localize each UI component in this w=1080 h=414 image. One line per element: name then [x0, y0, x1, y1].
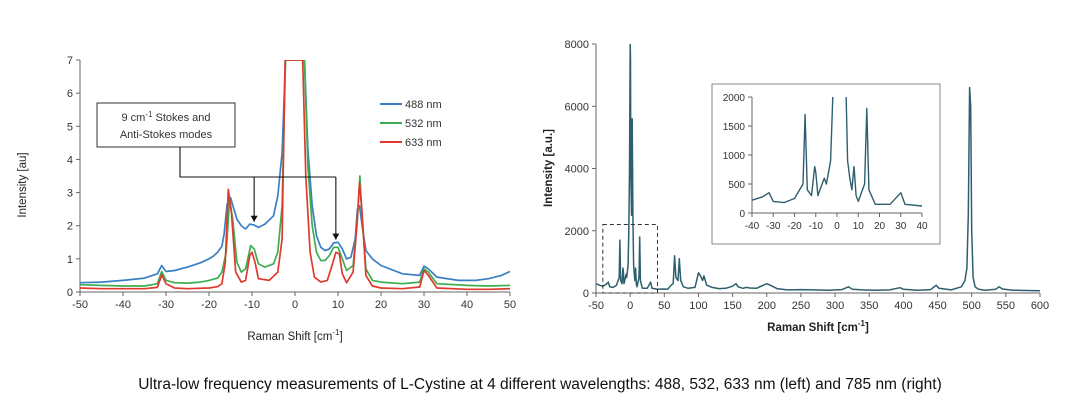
left-x-tick-label: 30	[418, 299, 430, 311]
left-x-tick-label: 10	[332, 299, 344, 311]
right-x-tick-label: 400	[894, 300, 912, 312]
inset-y-tick-label: 0	[739, 209, 745, 220]
right-x-tick-label: 200	[758, 300, 776, 312]
left-x-tick-label: -10	[244, 299, 260, 311]
right-series-785-nm	[596, 44, 1040, 292]
inset-x-tick-label: 20	[874, 221, 886, 232]
right-x-tick-label: 50	[658, 300, 670, 312]
right-x-tick-label: 600	[1031, 300, 1049, 312]
inset-frame	[711, 83, 941, 245]
right-x-tick-label: 450	[928, 300, 946, 312]
inset-series-785-nm-inset	[752, 97, 922, 207]
inset-y-tick-label: 500	[728, 180, 745, 191]
right-x-tick-label: 100	[689, 300, 707, 312]
right-x-tick-label: 250	[792, 300, 810, 312]
right-x-tick-label: 500	[963, 300, 981, 312]
inset-y-tick-label: 2000	[723, 93, 746, 104]
right-x-tick-label: 0	[627, 300, 633, 312]
annotation-arrowhead	[332, 233, 340, 240]
inset-x-tick-label: -40	[745, 221, 760, 232]
right-y-tick-label: 2000	[565, 226, 589, 238]
left-x-tick-label: 40	[461, 299, 473, 311]
right-y-axis-label: Intensity [a.u.]	[543, 129, 555, 207]
inset-x-tick-label: 0	[834, 221, 840, 232]
right-y-tick-label: 0	[583, 288, 589, 300]
inset-x-tick-label: -10	[809, 221, 824, 232]
left-x-tick-label: -40	[115, 299, 131, 311]
legend-entry: 633 nm	[405, 137, 442, 149]
inset-x-tick-label: 10	[853, 221, 865, 232]
annotation-arrowhead	[250, 215, 258, 222]
left-chart: -50 -40 -30 -20 -10 0 10 20 30 40 50 0 1 2 3 4 5 6 7 Inten…	[17, 55, 516, 343]
left-x-tick-label: 0	[292, 299, 298, 311]
inset-x-tick-label: -20	[787, 221, 802, 232]
left-y-tick-label: 0	[67, 287, 73, 299]
right-chart: -50 0 50 100 150 200 250 300 350 400 450 500 550 6000…	[543, 39, 1049, 334]
right-inset: -40 -30 -20 -10 0 10 20 30 40 0 500 1000 1500 2000	[711, 83, 941, 245]
left-series-532-nm	[80, 60, 510, 287]
left-x-axis-label: Raman Shift [cm-1]	[247, 328, 342, 343]
right-x-tick-label: 350	[860, 300, 878, 312]
left-y-axis-label: Intensity [au]	[17, 152, 29, 217]
right-x-axis-label: Raman Shift [cm-1]	[767, 319, 869, 334]
inset-x-tick-label: 30	[895, 221, 907, 232]
left-y-tick-label: 7	[67, 55, 73, 67]
left-annotation: 9 cm-1 Stokes and Anti-Stokes modes	[96, 102, 340, 240]
inset-y-tick-label: 1500	[723, 122, 746, 133]
left-y-tick-label: 2	[67, 221, 73, 233]
inset-x-tick-label: -30	[766, 221, 781, 232]
zoom-region	[602, 224, 658, 294]
left-x-tick-label: -50	[72, 299, 88, 311]
left-series-488-nm	[80, 60, 510, 284]
annotation-connector	[179, 147, 336, 178]
right-x-tick-label: 300	[826, 300, 844, 312]
right-x-tick-label: 550	[997, 300, 1015, 312]
annotation-line1: 9 cm-1 Stokes and	[121, 110, 210, 124]
right-x-tick-label: 150	[723, 300, 741, 312]
left-y-tick-label: 5	[67, 121, 73, 133]
inset-y-tick-label: 1000	[723, 151, 746, 162]
left-y-tick-label: 4	[67, 154, 73, 166]
right-y-tick-label: 4000	[565, 164, 589, 176]
left-x-tick-label: 20	[375, 299, 387, 311]
annotation-box	[96, 102, 236, 148]
left-x-tick-label: -30	[158, 299, 174, 311]
left-legend: 488 nm 532 nm 633 nm	[380, 99, 442, 149]
annotation-line2: Anti-Stokes modes	[120, 129, 213, 141]
right-y-tick-label: 8000	[565, 39, 589, 51]
right-y-tick-label: 6000	[565, 101, 589, 113]
left-y-tick-label: 1	[67, 254, 73, 266]
left-y-tick-label: 6	[67, 88, 73, 100]
legend-entry: 532 nm	[405, 118, 442, 130]
left-series-633-nm	[80, 60, 510, 291]
figure-caption: Ultra-low frequency measurements of L-Cy…	[138, 376, 942, 393]
left-x-tick-label: 50	[504, 299, 516, 311]
inset-x-tick-label: 40	[916, 221, 928, 232]
right-x-tick-label: -50	[588, 300, 604, 312]
left-x-tick-label: -20	[201, 299, 217, 311]
left-y-tick-label: 3	[67, 188, 73, 200]
legend-entry: 488 nm	[405, 99, 442, 111]
